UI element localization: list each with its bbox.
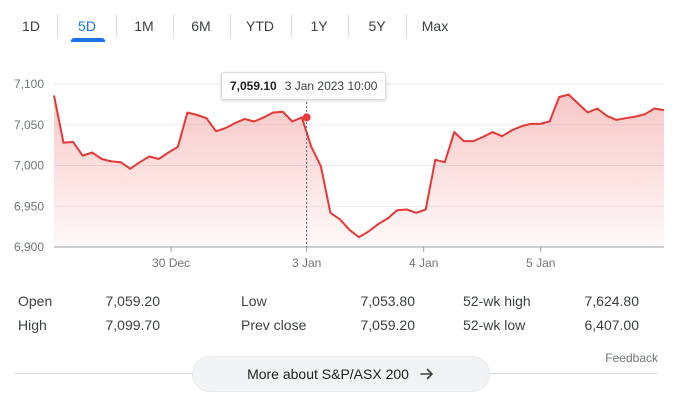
more-about-button[interactable]: More about S&P/ASX 200 [192,356,490,392]
tab-1m[interactable]: 1M [134,18,154,34]
stat-value-prev-close: 7,059.20 [360,317,416,333]
x-tick-label: 5 Jan [526,256,555,270]
active-tab-indicator [71,38,105,42]
tab-5y[interactable]: 5Y [368,18,386,34]
stat-label-prev-close: Prev close [241,317,307,333]
tab-separator [173,14,174,38]
tab-separator [406,14,407,38]
tab-5d[interactable]: 5D [78,18,96,34]
tooltip-time: 3 Jan 2023 10:00 [284,79,378,93]
stat-label-open: Open [18,293,53,309]
tooltip-value: 7,059.10 [230,79,277,93]
tab-1d[interactable]: 1D [22,18,40,34]
y-tick-label: 7,050 [14,118,44,132]
stat-label-high: High [18,317,47,333]
x-tick-label: 4 Jan [409,256,438,270]
stat-label-52wk-low: 52-wk low [463,317,526,333]
tab-separator [116,14,117,38]
price-line [53,93,665,239]
tab-separator [230,14,231,38]
tab-6m[interactable]: 6M [191,18,211,34]
y-tick-label: 7,100 [14,77,44,91]
tab-separator [291,14,292,38]
x-tick-label: 30 Dec [152,256,190,270]
range-tabs: 1D 5D 1M 6M YTD 1Y 5Y Max [0,0,698,46]
tab-max[interactable]: Max [421,18,449,34]
stat-value-high: 7,099.70 [105,317,161,333]
stat-label-low: Low [241,293,267,309]
stat-value-low: 7,053.80 [360,293,416,309]
more-about-label: More about S&P/ASX 200 [247,366,409,382]
stat-value-52wk-low: 6,407.00 [584,317,640,333]
tab-1y[interactable]: 1Y [310,18,328,34]
tab-ytd[interactable]: YTD [246,18,274,34]
price-chart[interactable]: 30 Dec 3 Jan 4 Jan 5 Jan 7,100 7,050 7,000 6,9… [0,0,698,280]
tab-separator [348,14,349,38]
x-tick-label: 3 Jan [292,256,321,270]
tab-separator [57,14,58,38]
stat-value-open: 7,059.20 [105,293,161,309]
stats-table: Open 7,059.20 High 7,099.70 Low 7,053.80… [0,285,698,345]
feedback-link[interactable]: Feedback [605,351,658,365]
arrow-right-icon [420,368,433,380]
y-tick-label: 6,950 [14,199,44,213]
price-tooltip: 7,059.10 3 Jan 2023 10:00 [221,72,387,100]
price-area-fill [54,94,664,247]
stat-label-52wk-high: 52-wk high [463,293,531,309]
stat-value-52wk-high: 7,624.80 [584,293,640,309]
hover-point [302,113,311,122]
y-tick-label: 6,900 [14,240,44,254]
y-tick-label: 7,000 [14,159,44,173]
